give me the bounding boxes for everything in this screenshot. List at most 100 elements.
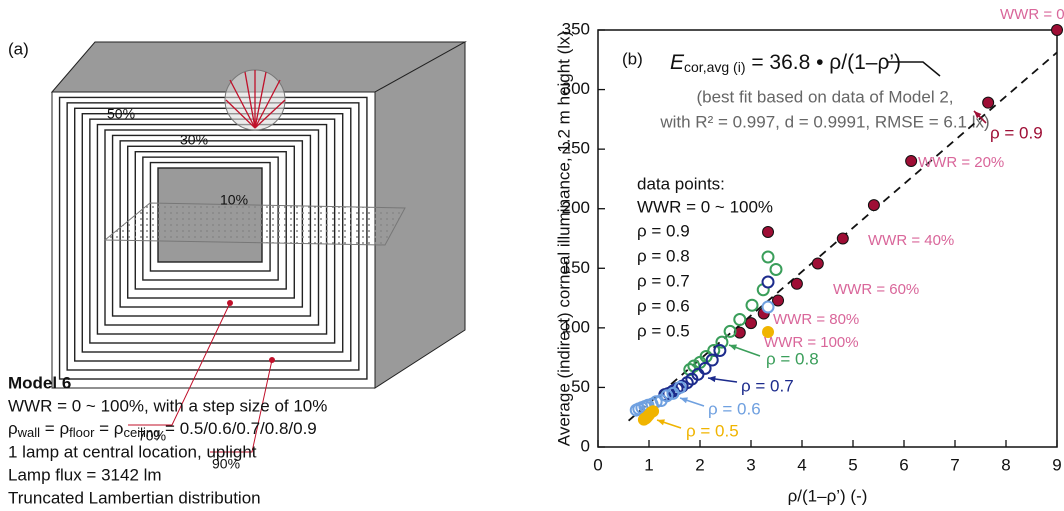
eq-symbol: E <box>670 51 685 74</box>
equation-pointer <box>888 61 941 77</box>
x-tick-label: 8 <box>1001 455 1010 474</box>
contour-label: 70% <box>138 428 166 444</box>
eq-sub: cor,avg (i) <box>684 59 745 75</box>
arrow-head <box>680 397 688 404</box>
contour-label: 50% <box>107 106 135 122</box>
fit-note: with R² = 0.997, d = 0.9991, RMSE = 6.1 … <box>659 112 989 131</box>
legend-marker <box>761 275 775 289</box>
annotation: ρ = 0.5 <box>686 421 739 440</box>
data-point <box>705 353 719 367</box>
x-axis-label: ρ/(1–ρ’) (-) <box>788 486 868 505</box>
contour-label: 90% <box>212 456 240 472</box>
model-line: Lamp flux = 3142 lm <box>8 465 162 484</box>
legend-title: WWR = 0 ~ 100% <box>637 197 773 216</box>
legend-label: ρ = 0.9 <box>637 221 690 240</box>
lamp-rays <box>225 70 286 129</box>
data-point <box>905 155 918 168</box>
text-sub: ceiling <box>123 425 160 440</box>
arrow-head <box>729 344 737 351</box>
data-point <box>836 232 849 245</box>
arrow-head <box>657 419 665 426</box>
data-point <box>733 313 747 327</box>
data-point <box>982 96 995 109</box>
y-tick-label: 300 <box>562 79 590 98</box>
annotation: ρ = 0.9 <box>990 123 1043 142</box>
data-point <box>811 257 824 270</box>
annotation: WWR = 80% <box>773 311 859 328</box>
data-point <box>713 343 727 357</box>
data-point <box>733 326 746 339</box>
annotation: WWR = 100% <box>764 334 859 351</box>
data-point <box>629 403 643 417</box>
legend-marker <box>761 250 775 264</box>
model-title: Model 6 <box>8 373 71 392</box>
data-point <box>637 413 650 426</box>
text-part: = ρ <box>40 419 69 438</box>
fit-note: (best fit based on data of Model 2, <box>696 87 953 106</box>
data-point <box>1051 24 1063 36</box>
legend-label: ρ = 0.5 <box>637 321 690 340</box>
model-line: WWR = 0 ~ 100%, with a step size of 10% <box>8 396 327 415</box>
text-sub: wall <box>17 425 41 440</box>
leader-dot <box>269 357 275 363</box>
data-point <box>769 262 783 276</box>
contour-label: 10% <box>220 192 248 208</box>
arrow-head <box>974 111 982 119</box>
data-point <box>666 386 680 400</box>
x-tick-label: 1 <box>644 455 653 474</box>
x-tick-label: 0 <box>593 455 602 474</box>
annotation: ρ = 0.6 <box>708 399 761 418</box>
y-tick-label: 250 <box>562 139 590 158</box>
data-point <box>772 294 785 307</box>
y-tick-label: 200 <box>562 198 590 217</box>
leader-dot <box>227 300 233 306</box>
x-tick-label: 9 <box>1052 455 1061 474</box>
x-tick-label: 4 <box>797 455 806 474</box>
annotation: ρ = 0.7 <box>741 376 794 395</box>
panel-label: (a) <box>8 39 29 58</box>
annotation: ρ = 0.8 <box>766 349 819 368</box>
data-point <box>745 317 757 330</box>
model-line: ρwall = ρfloor = ρceiling = 0.5/0.6/0.7/… <box>8 419 317 440</box>
work-plane <box>103 202 406 246</box>
legend-marker <box>762 226 774 238</box>
x-tick-label: 5 <box>848 455 857 474</box>
y-tick-label: 0 <box>581 436 590 455</box>
text-part: ρ <box>8 419 18 438</box>
text-part: = 0.5/0.6/0.7/0.8/0.9 <box>160 419 316 438</box>
x-tick-label: 6 <box>899 455 908 474</box>
equation: Ecor,avg (i) = 36.8 • ρ/(1–ρ’) <box>670 51 901 75</box>
data-point <box>715 335 729 349</box>
annotation: WWR = 60% <box>833 281 919 298</box>
plot-frame <box>597 29 1058 448</box>
legend-label: ρ = 0.8 <box>637 246 690 265</box>
annotation: WWR = 20% <box>918 154 1004 171</box>
y-axis-label: Average (indirect) corneal illuminance, … <box>554 31 573 446</box>
legend-marker <box>761 300 775 314</box>
panel-b: (b) Ecor,avg (i) = 36.8 • ρ/(1–ρ’) (best… <box>622 49 990 216</box>
y-tick-label: 150 <box>562 258 590 277</box>
x-tick-label: 2 <box>695 455 704 474</box>
model-line: 1 lamp at central location, uplight <box>8 442 257 461</box>
panel-a: (a) 50% 30% 10% 70% 90% Model 6 WWR = 0 … <box>8 39 467 507</box>
annotation: WWR = 40% <box>868 232 954 249</box>
legend-title: data points: <box>637 174 725 193</box>
data-point <box>745 298 759 312</box>
text-sub: floor <box>69 425 95 440</box>
legend-marker <box>762 326 774 338</box>
x-tick-label: 3 <box>746 455 755 474</box>
model-line: Truncated Lambertian distribution <box>8 488 261 507</box>
leader-line <box>210 359 273 453</box>
y-tick-label: 350 <box>562 19 590 38</box>
data-point <box>723 324 737 338</box>
text-part: = ρ <box>94 419 123 438</box>
data-point <box>867 199 880 212</box>
data-point <box>790 277 803 290</box>
contour-label: 30% <box>180 132 208 148</box>
panel-label: (b) <box>622 49 643 68</box>
leader-line <box>128 302 231 426</box>
legend-label: ρ = 0.7 <box>637 271 690 290</box>
arrow-head <box>708 375 716 383</box>
eq-rest: = 36.8 • ρ/(1–ρ’) <box>745 51 901 74</box>
